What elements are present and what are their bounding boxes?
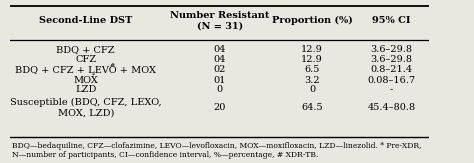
Text: BDQ—bedaquiline, CFZ—clofazimine, LEVO—levofloxacin, MOX—moxifloxacin, LZD—linez: BDQ—bedaquiline, CFZ—clofazimine, LEVO—l… (12, 142, 422, 150)
Text: MOX: MOX (73, 76, 98, 85)
Text: 12.9: 12.9 (301, 55, 323, 64)
Text: N—number of participants, CI—confidence interval, %—percentage, # XDR-TB.: N—number of participants, CI—confidence … (12, 151, 319, 159)
Text: *: * (92, 73, 95, 78)
Text: CFZ: CFZ (75, 55, 96, 64)
Text: 0.8–21.4: 0.8–21.4 (371, 65, 413, 74)
Text: LZD: LZD (75, 85, 97, 94)
Text: 20: 20 (214, 103, 226, 112)
Text: 02: 02 (214, 65, 226, 74)
Text: 64.5: 64.5 (301, 103, 323, 112)
Text: 3.2: 3.2 (304, 76, 320, 85)
Text: 0: 0 (309, 85, 315, 94)
Text: 0.08–16.7: 0.08–16.7 (367, 76, 416, 85)
Text: 45.4–80.8: 45.4–80.8 (367, 103, 416, 112)
Text: 95% CI: 95% CI (373, 16, 411, 25)
Text: 12.9: 12.9 (301, 45, 323, 54)
Text: 01: 01 (214, 76, 226, 85)
Text: Susceptible (BDQ, CFZ, LEXO,
MOX, LZD): Susceptible (BDQ, CFZ, LEXO, MOX, LZD) (10, 98, 162, 117)
Text: 04: 04 (214, 45, 226, 54)
Text: Number Resistant
(N = 31): Number Resistant (N = 31) (170, 11, 270, 31)
Text: 6.5: 6.5 (304, 65, 319, 74)
Text: -: - (390, 85, 393, 94)
Text: 0: 0 (217, 85, 223, 94)
Text: BDQ + CFZ + LEVO + MOX: BDQ + CFZ + LEVO + MOX (15, 65, 156, 74)
Text: Second-Line DST: Second-Line DST (39, 16, 132, 25)
Text: 3.6–29.8: 3.6–29.8 (371, 45, 412, 54)
Text: 3.6–29.8: 3.6–29.8 (371, 55, 412, 64)
Text: #: # (110, 63, 115, 67)
Text: 04: 04 (214, 55, 226, 64)
Text: Proportion (%): Proportion (%) (272, 16, 352, 25)
Text: BDQ + CFZ: BDQ + CFZ (56, 45, 115, 54)
